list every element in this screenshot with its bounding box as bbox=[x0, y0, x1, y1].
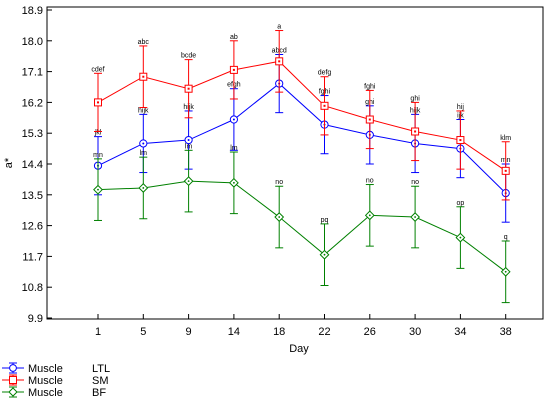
data-point-center bbox=[323, 104, 326, 107]
y-tick-label: 12.6 bbox=[22, 221, 43, 233]
data-point-center bbox=[187, 180, 190, 183]
data-point-center bbox=[414, 216, 416, 218]
x-axis: 1 5 9 14 18 22 26 30 34 38 bbox=[95, 314, 512, 338]
series-ltl: jklhijkhijkefghabcdfghighihijkijkmn bbox=[94, 47, 511, 223]
significance-label: a bbox=[277, 24, 281, 31]
significance-label: cdef bbox=[91, 66, 104, 73]
significance-label: jkl bbox=[94, 130, 102, 137]
data-point-center bbox=[142, 187, 145, 189]
y-tick-label: 18.9 bbox=[22, 5, 43, 17]
series-line bbox=[97, 180, 507, 273]
significance-label: no bbox=[275, 179, 283, 186]
significance-label: no bbox=[411, 179, 419, 186]
y-axis-title: a* bbox=[3, 157, 15, 168]
significance-label: pq bbox=[321, 217, 329, 224]
significance-label: klm bbox=[500, 135, 511, 142]
x-tick-label: 18 bbox=[273, 326, 285, 338]
legend-series-label: SM bbox=[92, 375, 109, 387]
data-point-center bbox=[97, 101, 99, 104]
data-point-center bbox=[368, 118, 371, 121]
data-point-center bbox=[414, 130, 417, 133]
significance-label: op bbox=[457, 200, 465, 207]
significance-label: fghi bbox=[364, 83, 376, 90]
y-axis: 9.9 10.8 11.7 12.6 13.5 14.4 15.3 16.2 17.1 18.0 1… bbox=[22, 5, 52, 325]
legend-item-ltl: Muscle LTL bbox=[2, 362, 110, 375]
data-point-center bbox=[142, 75, 145, 78]
data-point-center bbox=[278, 60, 281, 63]
significance-label: no bbox=[366, 178, 374, 185]
legend-marker bbox=[8, 387, 18, 397]
series-line bbox=[97, 60, 506, 172]
data-point-center bbox=[504, 169, 507, 172]
series-line bbox=[97, 82, 507, 194]
x-tick-label: 5 bbox=[140, 326, 146, 338]
y-tick-label: 17.1 bbox=[22, 67, 43, 79]
x-tick-label: 1 bbox=[95, 326, 101, 338]
data-point-center bbox=[142, 142, 145, 145]
data-point-center bbox=[232, 68, 235, 71]
x-tick-label: 30 bbox=[409, 326, 421, 338]
significance-label: hij bbox=[457, 104, 464, 111]
significance-label: lm bbox=[230, 145, 238, 152]
data-point-center bbox=[97, 188, 99, 191]
significance-label: lm bbox=[185, 143, 193, 150]
significance-label: lm bbox=[140, 150, 148, 157]
y-tick-label: 11.7 bbox=[22, 251, 43, 263]
data-point-center bbox=[323, 253, 326, 256]
data-point-center bbox=[232, 118, 235, 121]
y-tick-label: 10.8 bbox=[22, 282, 43, 294]
legend-marker bbox=[9, 376, 17, 384]
y-tick-label: 18.0 bbox=[22, 36, 43, 48]
y-tick-label: 16.2 bbox=[22, 97, 43, 109]
significance-label: mn bbox=[93, 152, 103, 159]
legend-item-sm: Muscle SM bbox=[2, 374, 109, 387]
x-tick-label: 22 bbox=[318, 326, 330, 338]
x-axis-title: Day bbox=[289, 343, 309, 355]
significance-label: bcde bbox=[181, 53, 196, 60]
legend-marker bbox=[9, 364, 17, 372]
series-bf: mn lm lm lm no pq no no op q bbox=[93, 143, 511, 304]
x-tick-label: 14 bbox=[228, 326, 240, 338]
legend-factor-label: Muscle bbox=[28, 375, 63, 387]
data-point-center bbox=[187, 87, 190, 90]
y-tick-label: 13.5 bbox=[22, 190, 43, 202]
data-point-center bbox=[368, 214, 371, 217]
x-tick-label: 38 bbox=[500, 326, 512, 338]
significance-label: hijk bbox=[138, 107, 149, 114]
legend-factor-label: Muscle bbox=[28, 363, 63, 375]
significance-label: ab bbox=[230, 34, 238, 41]
y-tick-label: 9.9 bbox=[28, 313, 43, 325]
y-tick-label: 14.4 bbox=[22, 159, 43, 171]
y-tick-label: 15.3 bbox=[22, 128, 43, 140]
data-point-center bbox=[187, 139, 190, 142]
data-point-center bbox=[459, 236, 462, 239]
significance-label: q bbox=[504, 234, 508, 241]
x-tick-label: 26 bbox=[364, 326, 376, 338]
legend-series-label: BF bbox=[92, 387, 106, 399]
data-point-center bbox=[278, 216, 281, 218]
legend-series-label: LTL bbox=[92, 363, 110, 375]
x-tick-label: 9 bbox=[186, 326, 192, 338]
series-layer: jklhijkhijkefghabcdfghighihijkijkmncdefa… bbox=[91, 24, 511, 304]
data-point-center bbox=[459, 139, 462, 142]
significance-label: defg bbox=[318, 70, 332, 77]
significance-label: ghi bbox=[410, 95, 420, 102]
x-tick-label: 34 bbox=[454, 326, 466, 338]
data-point-center bbox=[233, 181, 235, 184]
legend: Muscle LTL Muscle SM Muscle BF bbox=[2, 362, 110, 399]
significance-label: abc bbox=[138, 39, 150, 46]
legend-factor-label: Muscle bbox=[28, 387, 63, 399]
plot-frame bbox=[46, 6, 544, 320]
legend-item-bf: Muscle BF bbox=[2, 386, 106, 399]
data-point-center bbox=[504, 270, 507, 273]
